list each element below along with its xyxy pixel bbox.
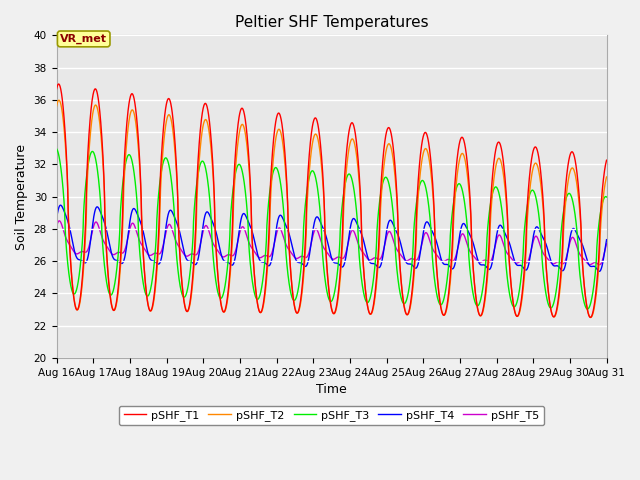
pSHF_T4 [148,258,156,264]
pSHF_T3 [264,214,271,219]
Line: pSHF_T3: pSHF_T3 [56,149,607,309]
pSHF_T3 [584,306,591,312]
pSHF_T1 [592,288,600,293]
pSHF_T1 [587,314,595,320]
pSHF_T1 [116,271,124,276]
pSHF_T2 [116,277,124,283]
pSHF_T1 [287,278,295,284]
pSHF_T2 [287,278,295,284]
pSHF_T1 [603,157,611,163]
pSHF_T5 [592,260,600,265]
pSHF_T2 [603,174,611,180]
pSHF_T5 [56,218,63,224]
pSHF_T3 [603,194,611,200]
pSHF_T5 [116,250,124,255]
pSHF_T5 [264,253,271,259]
pSHF_T3 [532,197,540,203]
Title: Peltier SHF Temperatures: Peltier SHF Temperatures [235,15,428,30]
X-axis label: Time: Time [316,383,347,396]
pSHF_T4 [596,268,604,274]
Line: pSHF_T5: pSHF_T5 [56,221,607,264]
pSHF_T1 [264,255,271,261]
pSHF_T3 [592,263,600,268]
pSHF_T4 [264,263,271,268]
Line: pSHF_T1: pSHF_T1 [56,84,607,317]
pSHF_T5 [52,224,60,229]
pSHF_T3 [287,292,295,298]
pSHF_T2 [587,314,595,320]
pSHF_T4 [287,240,295,246]
pSHF_T4 [533,224,541,230]
pSHF_T4 [52,216,60,222]
pSHF_T4 [116,259,124,265]
pSHF_T2 [533,161,541,167]
pSHF_T3 [148,279,156,285]
pSHF_T5 [287,250,295,256]
Text: VR_met: VR_met [60,34,107,44]
pSHF_T3 [115,238,123,243]
pSHF_T5 [596,262,604,267]
Line: pSHF_T2: pSHF_T2 [56,100,607,317]
pSHF_T2 [264,264,271,269]
pSHF_T4 [57,202,65,208]
pSHF_T5 [533,234,541,240]
pSHF_T1 [54,81,62,87]
pSHF_T2 [55,97,63,103]
pSHF_T1 [52,86,60,92]
pSHF_T5 [603,241,611,247]
pSHF_T3 [52,146,60,152]
Line: pSHF_T4: pSHF_T4 [56,205,607,271]
pSHF_T1 [533,146,541,152]
pSHF_T4 [592,265,600,271]
Y-axis label: Soil Temperature: Soil Temperature [15,144,28,250]
pSHF_T2 [148,306,156,312]
pSHF_T2 [52,104,60,109]
pSHF_T5 [148,252,156,258]
Legend: pSHF_T1, pSHF_T2, pSHF_T3, pSHF_T4, pSHF_T5: pSHF_T1, pSHF_T2, pSHF_T3, pSHF_T4, pSHF… [119,406,544,425]
pSHF_T4 [603,237,611,242]
pSHF_T2 [592,292,600,298]
pSHF_T1 [148,305,156,311]
